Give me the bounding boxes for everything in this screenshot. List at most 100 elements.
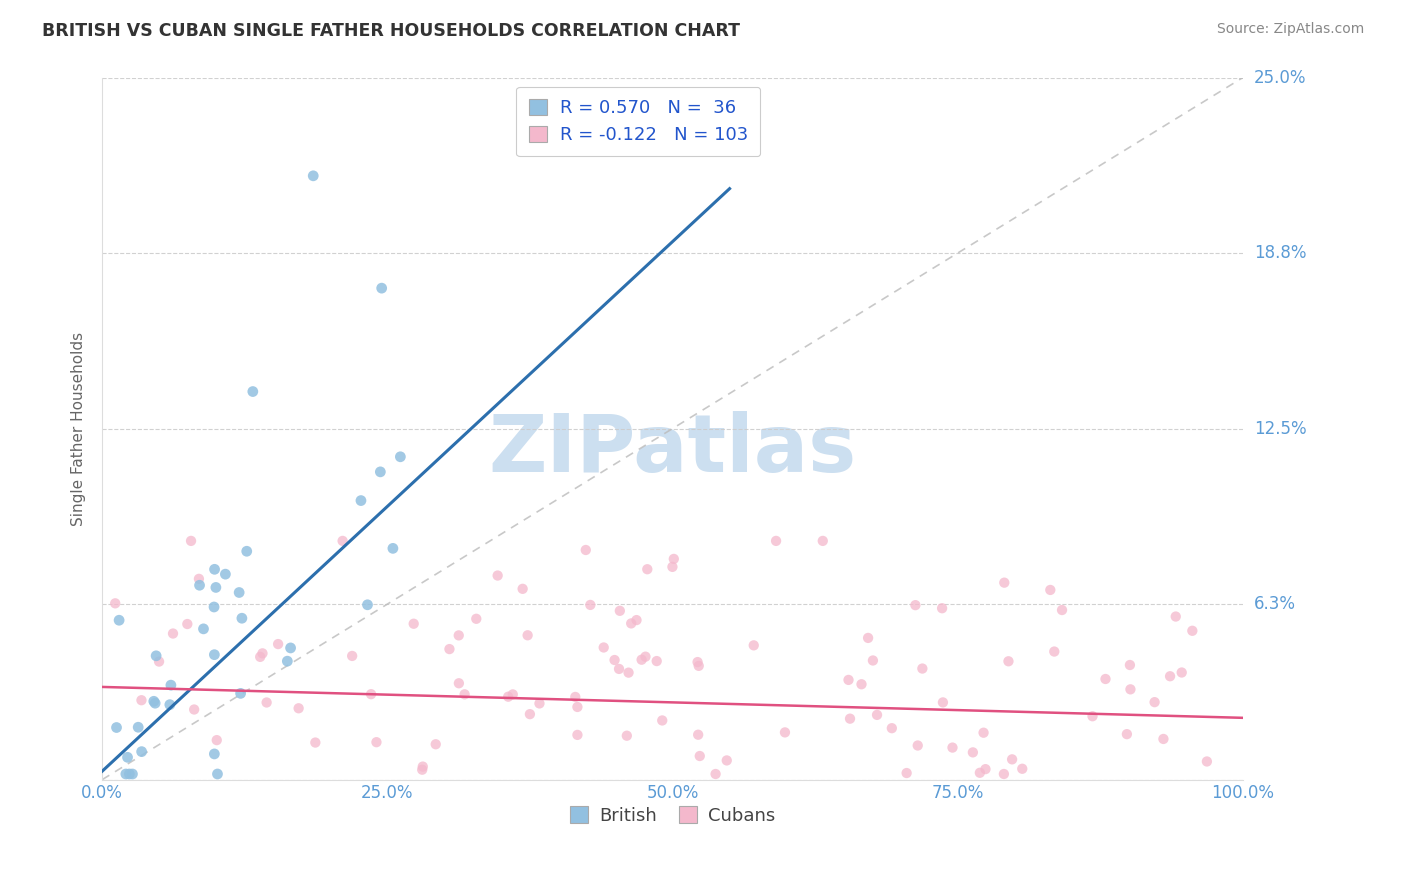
Point [851, 677, 873, 691]
Point [104, 596, 127, 610]
Point [117, 750, 139, 764]
Point [931, 601, 953, 615]
Point [688, 658, 710, 673]
Point [205, 581, 228, 595]
Point [839, 712, 862, 726]
Point [837, 673, 859, 687]
Point [512, 582, 534, 596]
Point [866, 707, 889, 722]
Point [932, 695, 955, 709]
Point [389, 450, 412, 464]
Point [205, 733, 228, 747]
Point [519, 707, 541, 722]
Point [634, 649, 657, 664]
Point [567, 728, 589, 742]
Text: ZIPatlas: ZIPatlas [488, 410, 856, 489]
Point [131, 693, 153, 707]
Point [592, 640, 614, 655]
Point [127, 720, 149, 734]
Point [366, 735, 388, 749]
Point [856, 631, 879, 645]
Point [564, 690, 586, 704]
Point [280, 640, 302, 655]
Point [617, 665, 640, 680]
Point [411, 763, 433, 777]
Point [997, 654, 1019, 668]
Point [716, 753, 738, 767]
Text: BRITISH VS CUBAN SINGLE FATHER HOUSEHOLDS CORRELATION CHART: BRITISH VS CUBAN SINGLE FATHER HOUSEHOLD… [42, 22, 740, 40]
Point [204, 562, 226, 576]
Point [742, 638, 765, 652]
Point [1195, 755, 1218, 769]
Point [142, 694, 165, 708]
Point [486, 568, 509, 582]
Point [465, 612, 488, 626]
Point [356, 598, 378, 612]
Point [425, 737, 447, 751]
Point [765, 533, 787, 548]
Point [862, 653, 884, 667]
Point [1119, 658, 1142, 673]
Point [252, 646, 274, 660]
Point [880, 721, 903, 735]
Point [686, 655, 709, 669]
Point [607, 662, 630, 676]
Point [381, 541, 404, 556]
Text: 25.0%: 25.0% [1254, 69, 1306, 87]
Point [276, 654, 298, 668]
Point [1164, 609, 1187, 624]
Point [229, 686, 252, 700]
Point [202, 747, 225, 761]
Point [412, 759, 434, 773]
Point [202, 599, 225, 614]
Point [439, 642, 461, 657]
Point [108, 613, 131, 627]
Point [242, 384, 264, 399]
Point [811, 533, 834, 548]
Point [249, 649, 271, 664]
Point [907, 739, 929, 753]
Point [453, 687, 475, 701]
Point [145, 648, 167, 663]
Text: 18.8%: 18.8% [1254, 244, 1306, 262]
Point [896, 766, 918, 780]
Point [235, 544, 257, 558]
Point [575, 543, 598, 558]
Point [267, 637, 290, 651]
Point [704, 767, 727, 781]
Point [993, 575, 1015, 590]
Point [1119, 682, 1142, 697]
Point [231, 611, 253, 625]
Point [447, 628, 470, 642]
Point [340, 648, 363, 663]
Text: 6.3%: 6.3% [1254, 595, 1296, 613]
Point [661, 560, 683, 574]
Point [188, 578, 211, 592]
Point [447, 676, 470, 690]
Point [370, 465, 392, 479]
Point [689, 749, 711, 764]
Point [143, 696, 166, 710]
Point [904, 598, 927, 612]
Point [620, 616, 643, 631]
Legend: British, Cubans: British, Cubans [561, 797, 783, 834]
Text: Source: ZipAtlas.com: Source: ZipAtlas.com [1216, 22, 1364, 37]
Point [350, 493, 373, 508]
Point [616, 729, 638, 743]
Point [207, 767, 229, 781]
Point [502, 687, 524, 701]
Point [1039, 582, 1062, 597]
Point [160, 678, 183, 692]
Point [969, 765, 991, 780]
Point [993, 767, 1015, 781]
Point [962, 745, 984, 759]
Point [651, 714, 673, 728]
Point [567, 700, 589, 714]
Point [1050, 603, 1073, 617]
Point [332, 533, 354, 548]
Point [162, 626, 184, 640]
Point [1152, 731, 1174, 746]
Point [304, 735, 326, 749]
Point [496, 690, 519, 704]
Point [941, 740, 963, 755]
